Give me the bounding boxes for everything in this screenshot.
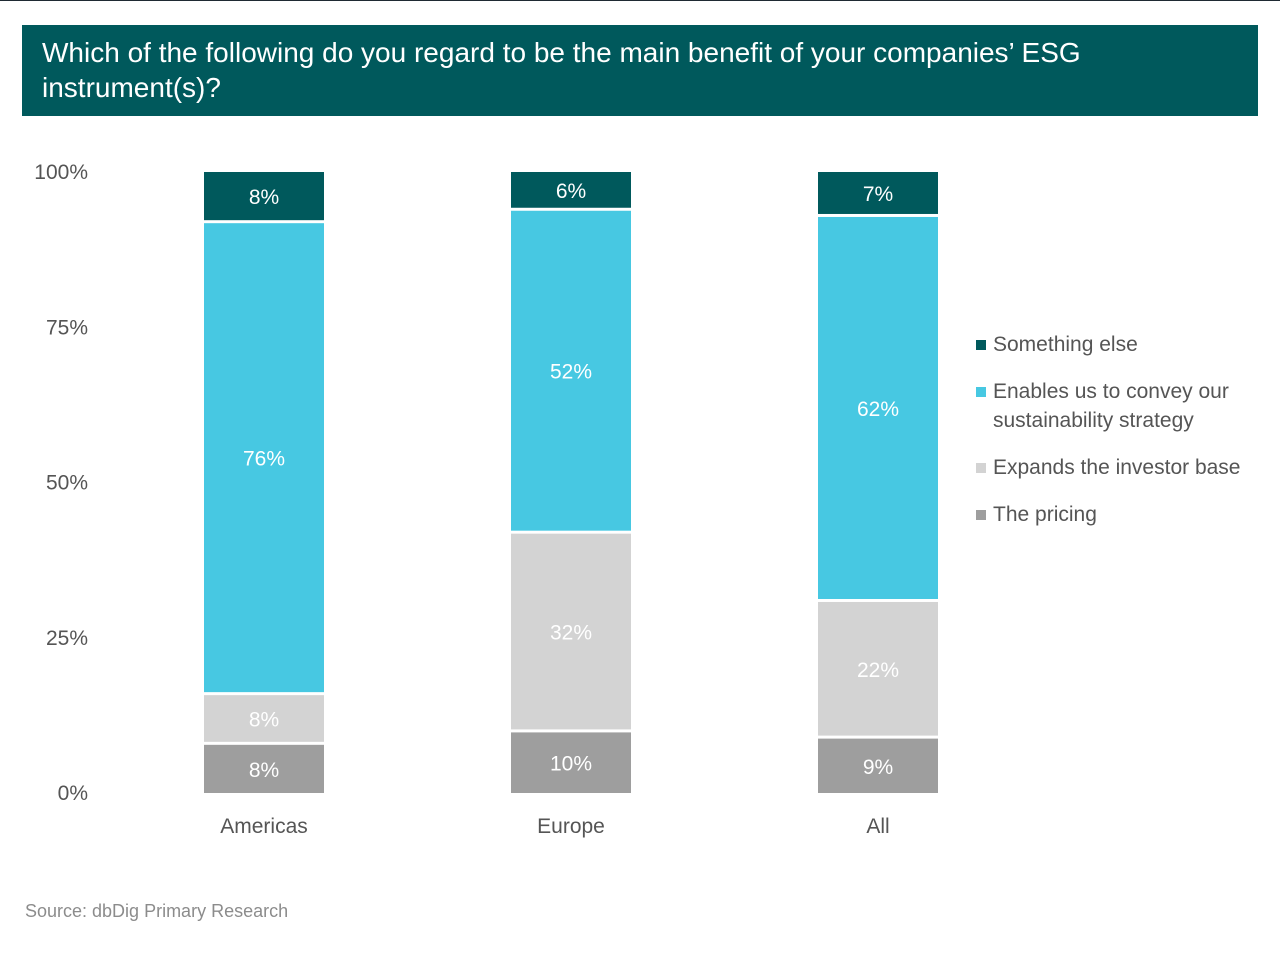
chart-title: Which of the following do you regard to …: [42, 37, 1081, 103]
data-label-all-expands-the-investor-base: 22%: [857, 659, 899, 682]
legend-swatch-expands: [976, 463, 986, 473]
data-label-all-the-pricing: 9%: [863, 756, 893, 779]
legend-swatch-enables: [976, 387, 986, 397]
data-label-americas-the-pricing: 8%: [249, 759, 279, 782]
bar-all-something-else: [818, 172, 938, 214]
top-rule: [0, 0, 1280, 1]
bar-americas-the-pricing: [204, 744, 324, 793]
bar-europe-something-else: [511, 172, 631, 208]
legend-item-pricing: The pricing: [976, 500, 1266, 529]
legend-label-expands: Expands the investor base: [993, 456, 1241, 479]
legend-label-something-else: Something else: [993, 333, 1138, 356]
data-label-europe-expands-the-investor-base: 32%: [550, 622, 592, 645]
bar-all-enables-us-to-convey-our-sustainability-strategy: [818, 216, 938, 599]
bar-americas-expands-the-investor-base: [204, 695, 324, 742]
y-tick-label-100: 100%: [34, 161, 88, 184]
y-tick-label-50: 50%: [46, 472, 88, 495]
bar-americas-something-else: [204, 172, 324, 221]
data-label-americas-something-else: 8%: [249, 186, 279, 209]
legend: Something else Enables us to convey our …: [976, 330, 1266, 547]
bar-americas-enables-us-to-convey-our-sustainability-strategy: [204, 223, 324, 693]
legend-swatch-pricing: [976, 510, 986, 520]
chart-title-bar: Which of the following do you regard to …: [22, 25, 1258, 116]
bar-all-expands-the-investor-base: [818, 601, 938, 736]
x-category-label-all: All: [866, 815, 889, 838]
x-category-label-europe: Europe: [537, 815, 605, 838]
source-note: Source: dbDig Primary Research: [25, 901, 289, 921]
data-label-europe-enables-us-to-convey-our-sustainability-strategy: 52%: [550, 361, 592, 384]
legend-label-enables: Enables us to convey our sustainability …: [993, 380, 1229, 432]
y-tick-label-0: 0%: [58, 782, 88, 805]
data-label-americas-expands-the-investor-base: 8%: [249, 708, 279, 731]
data-label-all-something-else: 7%: [863, 183, 893, 206]
data-label-europe-the-pricing: 10%: [550, 753, 592, 776]
data-label-europe-something-else: 6%: [556, 180, 586, 203]
data-label-all-enables-us-to-convey-our-sustainability-strategy: 62%: [857, 398, 899, 421]
y-tick-label-25: 25%: [46, 627, 88, 650]
data-label-americas-enables-us-to-convey-our-sustainability-strategy: 76%: [243, 448, 285, 471]
bar-all-the-pricing: [818, 738, 938, 793]
legend-item-enables: Enables us to convey our sustainability …: [976, 377, 1266, 435]
legend-item-expands: Expands the investor base: [976, 453, 1266, 482]
bar-europe-expands-the-investor-base: [511, 533, 631, 730]
legend-swatch-something-else: [976, 340, 986, 350]
legend-item-something-else: Something else: [976, 330, 1266, 359]
bar-europe-the-pricing: [511, 732, 631, 793]
y-tick-label-75: 75%: [46, 316, 88, 339]
x-category-label-americas: Americas: [220, 815, 308, 838]
bar-europe-enables-us-to-convey-our-sustainability-strategy: [511, 210, 631, 531]
legend-label-pricing: The pricing: [993, 503, 1097, 526]
